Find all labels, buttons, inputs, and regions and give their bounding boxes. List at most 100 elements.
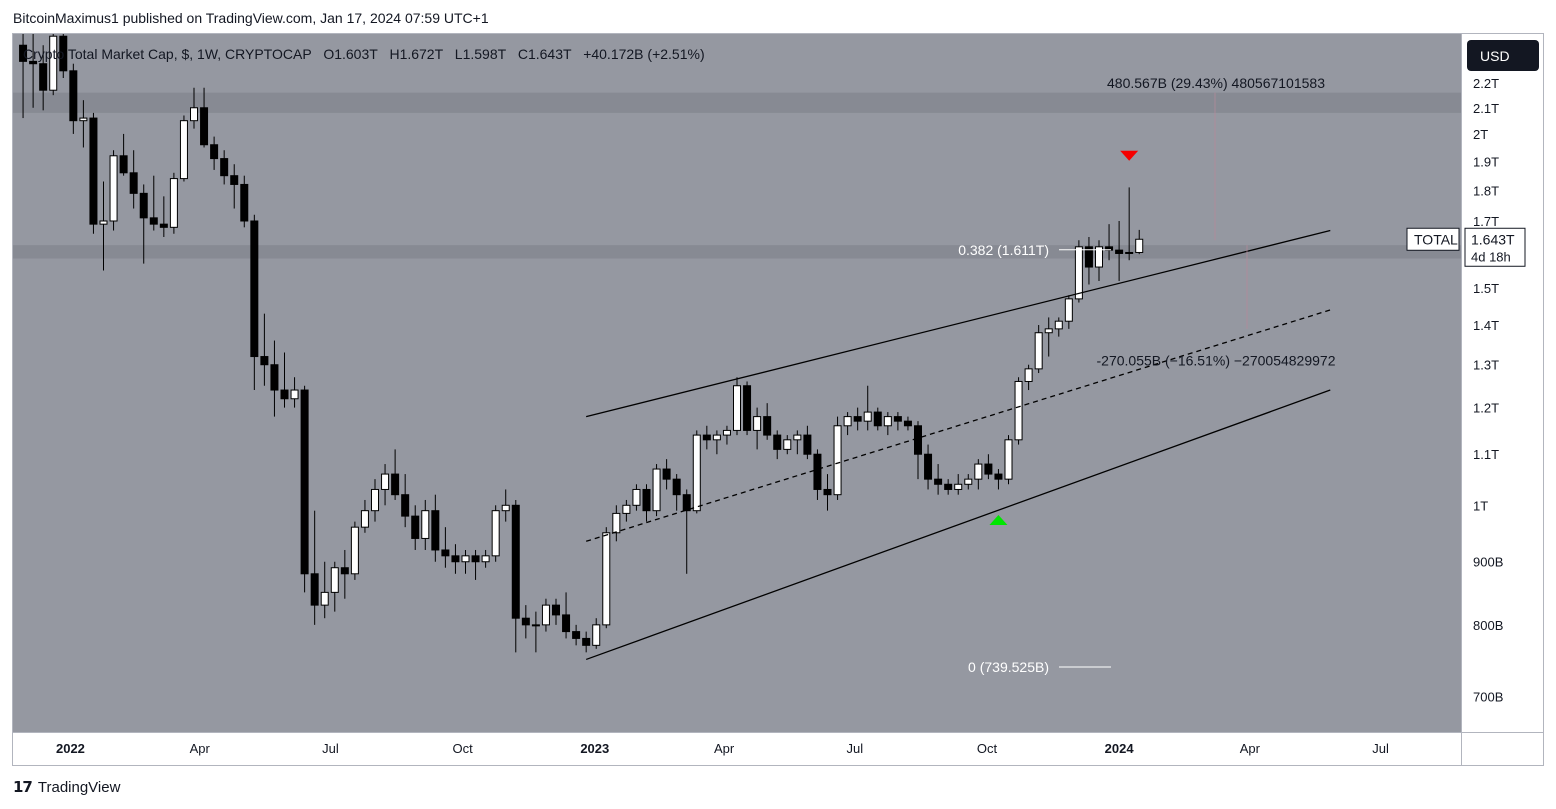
candle: [1064, 295, 1073, 329]
candle-body: [1034, 332, 1043, 370]
candle: [1115, 220, 1124, 281]
candle-body: [421, 510, 430, 539]
arrow-down-icon: [1120, 150, 1139, 161]
candle-body: [873, 411, 882, 427]
legend-close-value: 1.643T: [528, 46, 572, 62]
candle: [441, 527, 450, 568]
candle: [169, 172, 178, 234]
candles: [19, 34, 1144, 653]
candle: [99, 181, 108, 271]
fibonacci-levels[interactable]: 0.382 (1.611T) 0 (739.525B): [958, 242, 1111, 675]
candle: [290, 377, 299, 408]
candle-body: [541, 604, 550, 626]
candle: [1024, 364, 1033, 391]
candle: [260, 313, 269, 386]
price-tick-label: 1.4T: [1473, 318, 1499, 333]
legend-open-value: 1.603T: [334, 46, 378, 62]
channel-line-lower: [585, 389, 1331, 661]
candle-body: [330, 567, 339, 593]
candle: [381, 464, 390, 506]
symbol-tag-label: TOTAL: [1414, 231, 1458, 247]
candle-body: [129, 172, 138, 194]
candle: [1084, 236, 1093, 285]
price-tick-label: 1T: [1473, 498, 1488, 513]
candle: [662, 459, 671, 490]
candle: [200, 87, 209, 148]
candle-body: [310, 573, 319, 606]
fib-level-label: 0 (739.525B): [968, 659, 1049, 675]
candle: [531, 611, 540, 653]
candle-body: [853, 416, 862, 422]
candle: [712, 430, 721, 455]
candle-body: [1014, 380, 1023, 441]
candle-body: [753, 416, 762, 431]
candle: [501, 489, 510, 522]
candle: [1125, 187, 1134, 261]
candle: [582, 631, 591, 653]
candle-body: [391, 473, 400, 496]
candle: [401, 474, 410, 528]
time-tick-label: Jul: [846, 741, 863, 756]
candle-body: [682, 494, 691, 512]
candle: [813, 449, 822, 500]
candle: [964, 474, 973, 490]
price-tick-label: 900B: [1473, 555, 1503, 570]
chart-panel[interactable]: 0.382 (1.611T) 0 (739.525B) 480.567B (29.…: [12, 33, 1544, 766]
candle-body: [1044, 328, 1053, 334]
legend-symbol: Crypto Total Market Cap, $, 1W, CRYPTOCA…: [23, 46, 311, 62]
candle-body: [1125, 251, 1134, 254]
tradingview-logo[interactable]: 17 TradingView: [13, 778, 120, 796]
candle-body: [803, 434, 812, 455]
candle-body: [39, 63, 48, 91]
candle-body: [280, 389, 289, 400]
candle-body: [1064, 298, 1073, 322]
candle: [240, 175, 249, 228]
candle: [230, 164, 239, 209]
candle: [1014, 377, 1023, 445]
candle-body: [461, 555, 470, 563]
candle: [843, 412, 852, 436]
candle-body: [149, 217, 158, 225]
candle: [853, 407, 862, 431]
candle: [330, 561, 339, 612]
candle: [763, 403, 772, 440]
candle: [350, 521, 359, 580]
currency-button[interactable]: USD: [1467, 40, 1539, 71]
price-tick-label: 800B: [1473, 618, 1503, 633]
candlestick-chart[interactable]: 0.382 (1.611T) 0 (739.525B) 480.567B (29.…: [13, 34, 1543, 765]
candle-body: [924, 453, 933, 480]
candle-body: [531, 624, 540, 627]
candle: [159, 196, 168, 237]
candle-body: [622, 504, 631, 514]
candle-body: [69, 70, 78, 122]
candle: [371, 479, 379, 522]
candle: [954, 474, 963, 495]
candle-body: [692, 434, 701, 512]
candle-body: [903, 420, 912, 427]
time-axis[interactable]: 2022 Apr Jul Oct 2023 Apr Jul Oct 2024 Apr Jul: [56, 741, 1389, 756]
price-tick-label: 1.5T: [1473, 281, 1499, 296]
candle-body: [954, 483, 963, 490]
candle: [210, 136, 219, 170]
candle-body: [441, 549, 450, 557]
candle: [220, 150, 229, 185]
price-tick-label: 2.2T: [1473, 76, 1499, 91]
candle-body: [783, 439, 792, 450]
candle: [1004, 435, 1013, 485]
candle: [521, 605, 530, 639]
measure-label: -270.055B (−16.51%) −270054829972: [1097, 353, 1336, 369]
price-tag-value: 1.643T: [1471, 231, 1515, 247]
candle: [682, 489, 691, 574]
ascending-channel[interactable]: [585, 229, 1331, 661]
candle-body: [169, 178, 178, 228]
measure-label: 480.567B (29.43%) 480567101583: [1107, 75, 1325, 91]
candle: [391, 449, 400, 500]
candle-body: [340, 567, 349, 575]
candle: [1034, 325, 1043, 374]
candle-body: [712, 434, 721, 441]
price-axis[interactable]: 700B 800B 900B 1T 1.1T 1.2T 1.3T 1.4T 1.5T 1.7T 1.…: [1473, 76, 1503, 705]
candle-body: [119, 155, 128, 174]
candle: [1135, 229, 1144, 255]
symbol-tag-box: [1406, 227, 1460, 251]
candle-body: [79, 117, 88, 122]
